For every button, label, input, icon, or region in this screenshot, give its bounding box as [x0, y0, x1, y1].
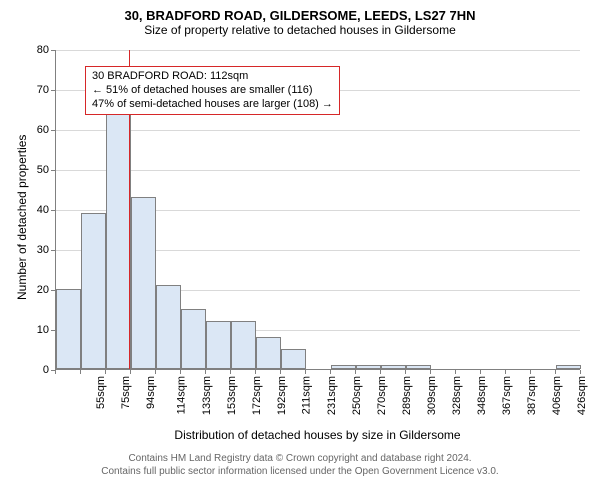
histogram-bar	[156, 285, 181, 369]
histogram-bar	[206, 321, 231, 369]
x-tick-label: 426sqm	[576, 376, 588, 415]
x-tick-label: 231sqm	[326, 376, 338, 415]
x-tick-label: 211sqm	[300, 376, 312, 414]
x-tick-mark	[555, 370, 556, 374]
chart-title-address: 30, BRADFORD ROAD, GILDERSOME, LEEDS, LS…	[0, 0, 600, 23]
x-tick-label: 153sqm	[226, 376, 238, 415]
histogram-bar	[556, 365, 581, 369]
footer-attribution: Contains HM Land Registry data © Crown c…	[0, 452, 600, 478]
histogram-bar	[331, 365, 356, 369]
x-tick-label: 387sqm	[526, 376, 538, 415]
histogram-bar	[181, 309, 206, 369]
x-tick-mark	[530, 370, 531, 374]
histogram-bar	[381, 365, 406, 369]
x-tick-mark	[230, 370, 231, 374]
grid-line	[56, 50, 580, 51]
y-tick-label: 40	[37, 204, 55, 216]
x-tick-mark	[55, 370, 56, 374]
x-tick-mark	[355, 370, 356, 374]
x-tick-mark	[155, 370, 156, 374]
x-tick-mark	[480, 370, 481, 374]
annotation-box: 30 BRADFORD ROAD: 112sqm← 51% of detache…	[85, 66, 340, 115]
histogram-bar	[81, 213, 106, 369]
x-tick-mark	[430, 370, 431, 374]
histogram-bar	[256, 337, 281, 369]
x-tick-mark	[205, 370, 206, 374]
x-tick-label: 367sqm	[501, 376, 513, 415]
footer-line2: Contains full public sector information …	[0, 465, 600, 478]
annotation-line: ← 51% of detached houses are smaller (11…	[92, 84, 333, 98]
y-tick-label: 30	[37, 244, 55, 256]
x-tick-mark	[280, 370, 281, 374]
x-tick-label: 406sqm	[551, 376, 563, 415]
grid-line	[56, 130, 580, 131]
x-tick-mark	[105, 370, 106, 374]
annotation-line: 47% of semi-detached houses are larger (…	[92, 98, 333, 112]
x-tick-label: 289sqm	[401, 376, 413, 415]
x-tick-label: 133sqm	[201, 376, 213, 415]
x-tick-label: 172sqm	[251, 376, 263, 415]
chart-subtitle: Size of property relative to detached ho…	[0, 23, 600, 37]
histogram-bar	[356, 365, 381, 369]
x-tick-mark	[380, 370, 381, 374]
footer-line1: Contains HM Land Registry data © Crown c…	[0, 452, 600, 465]
grid-line	[56, 170, 580, 171]
histogram-bar	[406, 365, 431, 369]
x-axis-label: Distribution of detached houses by size …	[55, 428, 580, 442]
x-tick-label: 250sqm	[351, 376, 363, 415]
histogram-bar	[281, 349, 306, 369]
x-tick-mark	[255, 370, 256, 374]
histogram-bar	[131, 197, 156, 369]
x-tick-label: 192sqm	[276, 376, 288, 415]
x-tick-label: 270sqm	[376, 376, 388, 415]
x-tick-label: 328sqm	[451, 376, 463, 415]
y-tick-label: 60	[37, 124, 55, 136]
histogram-bar	[231, 321, 256, 369]
x-tick-label: 55sqm	[95, 376, 107, 409]
x-tick-mark	[505, 370, 506, 374]
annotation-line: 30 BRADFORD ROAD: 112sqm	[92, 70, 333, 84]
x-tick-mark	[330, 370, 331, 374]
x-tick-mark	[580, 370, 581, 374]
histogram-bar	[106, 109, 131, 369]
x-tick-mark	[455, 370, 456, 374]
x-tick-label: 94sqm	[145, 376, 157, 409]
x-tick-label: 309sqm	[426, 376, 438, 415]
x-tick-mark	[405, 370, 406, 374]
plot-area: 0102030405060708055sqm75sqm94sqm114sqm13…	[55, 50, 580, 370]
y-tick-label: 80	[37, 44, 55, 56]
x-tick-label: 348sqm	[476, 376, 488, 415]
x-tick-label: 114sqm	[175, 376, 187, 414]
y-tick-label: 70	[37, 84, 55, 96]
x-tick-mark	[305, 370, 306, 374]
y-tick-label: 50	[37, 164, 55, 176]
y-tick-label: 0	[43, 364, 55, 376]
x-tick-mark	[80, 370, 81, 374]
y-axis-label: Number of detached properties	[15, 134, 29, 299]
histogram-bar	[56, 289, 81, 369]
x-tick-mark	[130, 370, 131, 374]
y-tick-label: 10	[37, 324, 55, 336]
x-tick-label: 75sqm	[120, 376, 132, 409]
x-tick-mark	[180, 370, 181, 374]
chart-container: 30, BRADFORD ROAD, GILDERSOME, LEEDS, LS…	[0, 0, 600, 500]
y-tick-label: 20	[37, 284, 55, 296]
